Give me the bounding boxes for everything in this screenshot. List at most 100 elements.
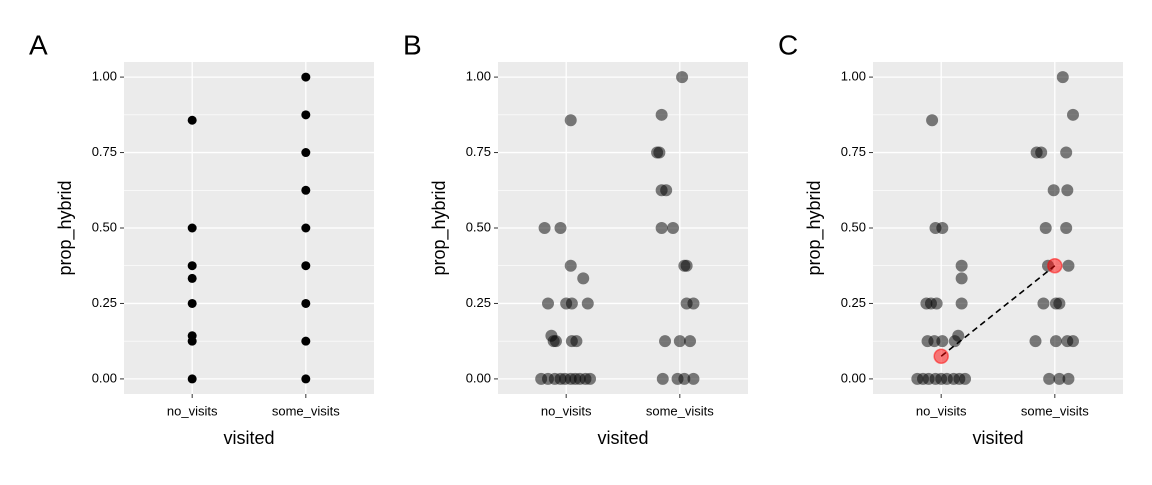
point bbox=[1067, 108, 1079, 121]
y-tick-label: 0.25 bbox=[92, 295, 117, 310]
point bbox=[301, 72, 311, 82]
point bbox=[301, 185, 311, 195]
point bbox=[959, 372, 972, 385]
panel-tag: B bbox=[403, 29, 422, 60]
x-tick-label: some_visits bbox=[646, 403, 714, 418]
point bbox=[187, 273, 197, 283]
point bbox=[187, 261, 197, 271]
point bbox=[1035, 146, 1048, 159]
y-tick-label: 0.75 bbox=[92, 144, 117, 159]
point bbox=[570, 335, 583, 348]
y-tick-label: 1.00 bbox=[841, 69, 866, 84]
y-tick-label: 1.00 bbox=[466, 69, 491, 84]
point bbox=[656, 372, 669, 385]
point bbox=[581, 297, 594, 310]
connector-line bbox=[940, 265, 1056, 357]
point bbox=[1043, 372, 1056, 385]
y-axis-label: prop_hybrid bbox=[804, 180, 825, 275]
point bbox=[926, 114, 939, 127]
point bbox=[955, 259, 968, 272]
point bbox=[301, 374, 311, 384]
point bbox=[1056, 71, 1069, 84]
point bbox=[1037, 297, 1050, 310]
point bbox=[667, 222, 679, 234]
y-tick-label: 0.75 bbox=[466, 144, 491, 159]
point bbox=[1049, 335, 1062, 348]
x-tick-label: some_visits bbox=[1021, 403, 1089, 418]
point bbox=[187, 374, 197, 384]
point bbox=[1053, 372, 1066, 385]
point bbox=[301, 148, 311, 158]
point bbox=[930, 297, 943, 310]
point bbox=[680, 259, 693, 272]
point bbox=[564, 114, 577, 127]
point bbox=[659, 335, 672, 348]
point bbox=[936, 335, 949, 348]
panel-tag: C bbox=[778, 29, 798, 60]
y-tick-label: 0.00 bbox=[92, 370, 117, 385]
x-axis-label: visited bbox=[972, 428, 1023, 448]
point bbox=[1062, 259, 1075, 272]
point bbox=[565, 297, 578, 310]
highlight-point bbox=[1047, 257, 1063, 274]
point bbox=[187, 115, 197, 125]
point bbox=[687, 297, 700, 310]
point bbox=[577, 272, 590, 285]
point bbox=[187, 336, 197, 346]
y-tick-label: 0.50 bbox=[841, 219, 866, 234]
point bbox=[554, 222, 567, 234]
y-tick-label: 1.00 bbox=[92, 69, 117, 84]
point bbox=[1029, 335, 1042, 348]
y-tick-label: 0.75 bbox=[841, 144, 866, 159]
point bbox=[1060, 222, 1073, 234]
y-axis-label: prop_hybrid bbox=[55, 180, 76, 275]
point bbox=[655, 222, 668, 234]
point bbox=[301, 298, 311, 308]
x-tick-label: no_visits bbox=[167, 403, 218, 418]
point bbox=[1061, 184, 1074, 197]
y-axis-label: prop_hybrid bbox=[429, 180, 450, 275]
point bbox=[538, 222, 551, 234]
panel-tag: A bbox=[29, 29, 48, 60]
point bbox=[676, 71, 689, 84]
y-tick-label: 0.00 bbox=[466, 370, 491, 385]
point bbox=[301, 110, 311, 120]
x-tick-label: some_visits bbox=[272, 403, 340, 418]
y-tick-label: 0.50 bbox=[466, 219, 491, 234]
point bbox=[187, 223, 197, 233]
x-tick-label: no_visits bbox=[541, 403, 592, 418]
point bbox=[673, 335, 686, 348]
point bbox=[564, 259, 577, 272]
point bbox=[655, 108, 668, 121]
point bbox=[1047, 184, 1060, 197]
point bbox=[1060, 146, 1073, 159]
y-tick-label: 0.00 bbox=[841, 370, 866, 385]
point bbox=[301, 336, 311, 346]
point bbox=[955, 297, 968, 310]
point bbox=[1053, 297, 1066, 310]
point bbox=[1039, 222, 1052, 234]
point bbox=[1067, 335, 1079, 348]
x-axis-label: visited bbox=[223, 428, 274, 448]
point bbox=[301, 223, 311, 233]
x-tick-label: no_visits bbox=[916, 403, 967, 418]
highlight-point bbox=[933, 348, 949, 365]
point bbox=[653, 146, 666, 159]
y-tick-label: 0.50 bbox=[92, 219, 117, 234]
point bbox=[660, 184, 673, 197]
point bbox=[1062, 372, 1075, 385]
point bbox=[187, 298, 197, 308]
point bbox=[549, 335, 562, 348]
point bbox=[678, 372, 691, 385]
x-axis-label: visited bbox=[597, 428, 648, 448]
point bbox=[687, 372, 700, 385]
point bbox=[936, 222, 949, 234]
point bbox=[955, 272, 968, 285]
point bbox=[952, 329, 965, 342]
y-tick-label: 0.25 bbox=[466, 295, 491, 310]
point bbox=[542, 297, 554, 310]
y-tick-label: 0.25 bbox=[841, 295, 866, 310]
point bbox=[301, 261, 311, 271]
point bbox=[684, 335, 697, 348]
